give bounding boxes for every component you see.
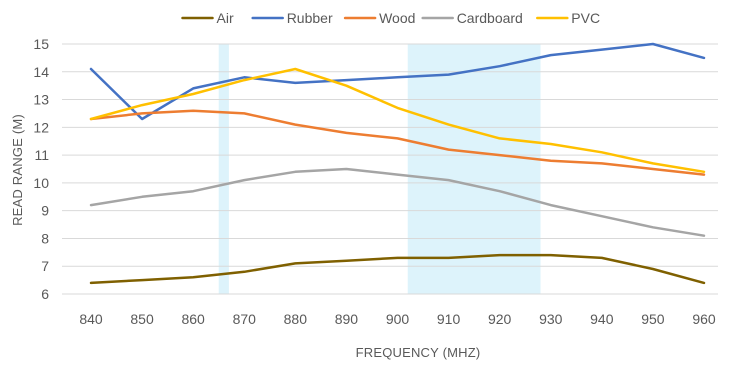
legend-label-pvc: PVC bbox=[571, 10, 600, 26]
series-line-rubber bbox=[89, 42, 706, 121]
y-axis-title: READ RANGE (M) bbox=[10, 114, 25, 226]
x-tick-label-940: 940 bbox=[590, 311, 614, 327]
highlight-band-0 bbox=[218, 44, 229, 294]
y-tick-label-8: 8 bbox=[41, 230, 49, 246]
x-tick-label-900: 900 bbox=[386, 311, 410, 327]
y-tick-label-6: 6 bbox=[41, 286, 49, 302]
y-tick-label-10: 10 bbox=[33, 175, 49, 191]
x-tick-label-930: 930 bbox=[539, 311, 563, 327]
x-tick-label-860: 860 bbox=[181, 311, 205, 327]
highlight-band-1 bbox=[407, 44, 541, 294]
series-line-cardboard bbox=[89, 167, 706, 237]
y-tick-label-11: 11 bbox=[34, 147, 49, 163]
x-tick-label-880: 880 bbox=[284, 311, 308, 327]
x-tick-label-950: 950 bbox=[641, 311, 665, 327]
y-tick-label-7: 7 bbox=[41, 258, 49, 274]
x-tick-label-890: 890 bbox=[335, 311, 359, 327]
series-line-pvc bbox=[89, 67, 706, 174]
legend-label-cardboard: Cardboard bbox=[457, 10, 523, 26]
y-tick-label-15: 15 bbox=[33, 36, 49, 52]
legend-label-rubber: Rubber bbox=[287, 10, 333, 26]
x-axis-title: FREQUENCY (MHZ) bbox=[356, 345, 481, 360]
series-line-wood bbox=[89, 109, 706, 176]
legend-label-wood: Wood bbox=[379, 10, 415, 26]
y-tick-label-9: 9 bbox=[41, 203, 49, 219]
x-tick-label-920: 920 bbox=[488, 311, 512, 327]
x-tick-label-960: 960 bbox=[692, 311, 716, 327]
series-line-air bbox=[89, 253, 706, 285]
y-tick-label-13: 13 bbox=[33, 92, 49, 108]
x-tick-label-910: 910 bbox=[437, 311, 461, 327]
x-tick-label-840: 840 bbox=[79, 311, 103, 327]
y-tick-label-12: 12 bbox=[33, 119, 49, 135]
legend-label-air: Air bbox=[217, 10, 234, 26]
x-tick-label-870: 870 bbox=[233, 311, 257, 327]
y-tick-label-14: 14 bbox=[33, 64, 49, 80]
x-tick-label-850: 850 bbox=[130, 311, 154, 327]
